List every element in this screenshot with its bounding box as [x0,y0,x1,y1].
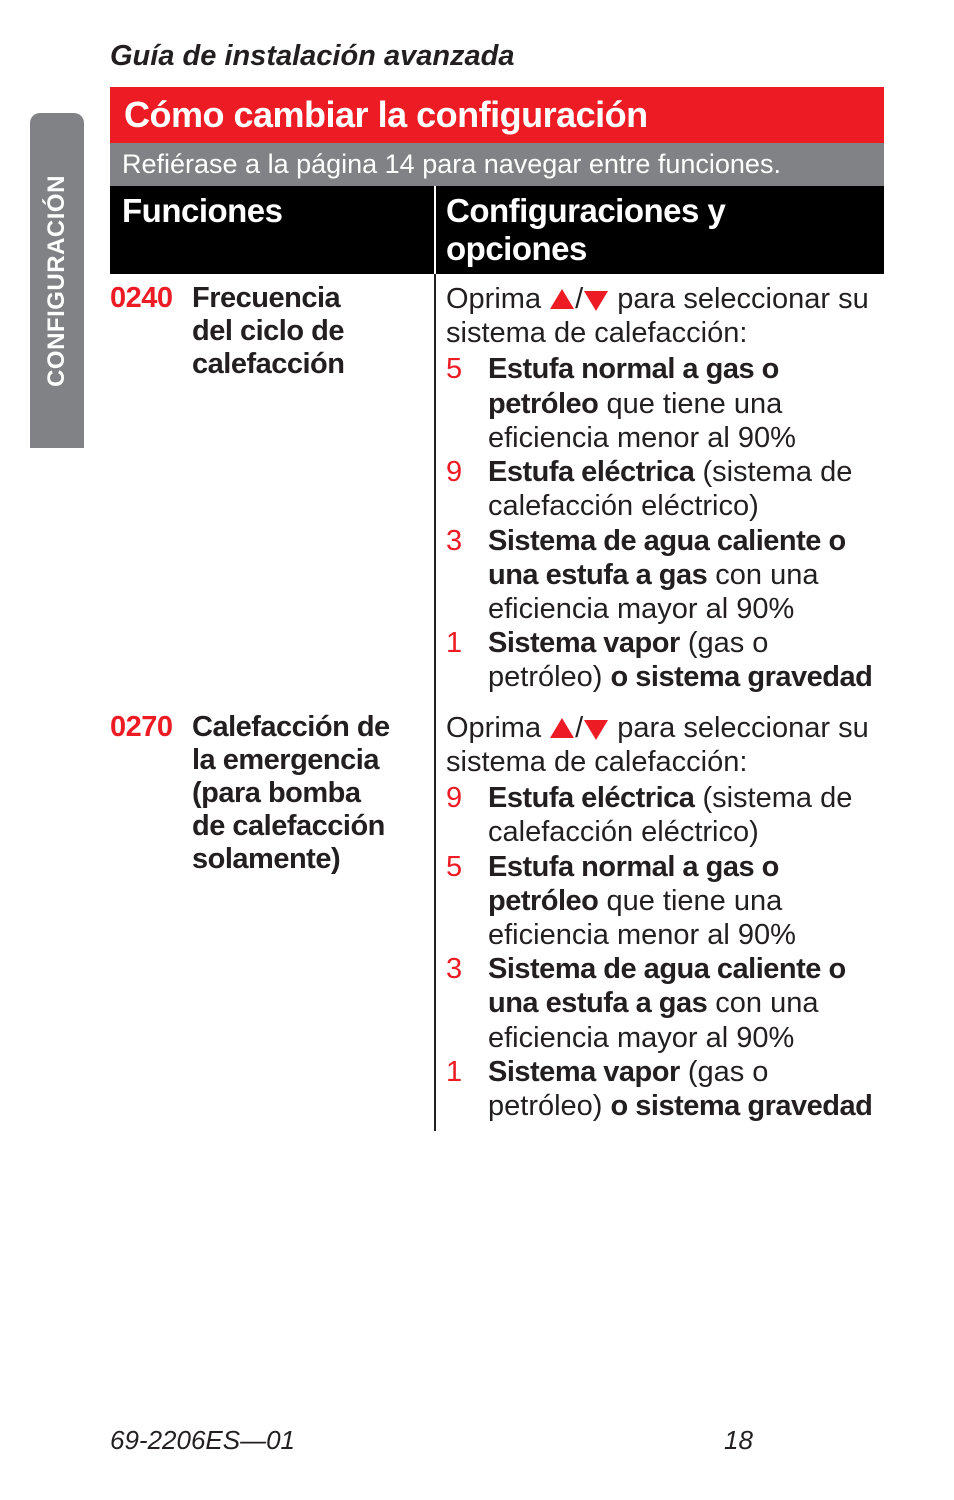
option-number: 3 [446,524,488,627]
fname-line: de calefacción [192,810,385,842]
page-footer: 69-2206ES—01 18 [110,1425,884,1456]
options-cell: Oprima / para seleccionar su sistema de … [436,274,884,703]
option-text: Sistema de agua caliente o una estufa a … [488,952,878,1055]
intro-text: Oprima / para seleccionar su sistema de … [446,282,878,350]
section-banner: Cómo cambiar la configuración [110,87,884,143]
option-number: 1 [446,626,488,694]
intro-text: Oprima / para seleccionar su sistema de … [446,711,878,779]
function-name: Calefacción de la emergencia (para bomba… [192,711,390,1124]
fname-line: la emergencia [192,744,379,776]
option-number: 5 [446,352,488,455]
option-bold2: o sistema gravedad [611,1090,873,1122]
option-text: Estufa normal a gas o petróleo que tiene… [488,850,878,953]
option-bold: Estufa eléctrica [488,456,694,488]
option-bold: Estufa eléctrica [488,782,694,814]
option-item: 9 Estufa eléctrica (sistema de calefacci… [446,781,878,849]
function-cell: 0270 Calefacción de la emergencia (para … [110,703,436,1132]
side-tab-label: CONFIGURACIÓN [43,175,71,387]
fname-line: (para bomba [192,777,361,809]
fname-line: Frecuencia [192,282,340,314]
option-text: Estufa normal a gas o petróleo que tiene… [488,352,878,455]
page-content: Guía de instalación avanzada Cómo cambia… [0,0,954,1171]
function-name: Frecuencia del ciclo de calefacción [192,282,344,695]
intro-before: Oprima [446,283,549,315]
arrow-up-icon [550,289,574,309]
subtitle-bar: Refiérase a la página 14 para navegar en… [110,143,884,186]
options-cell: Oprima / para seleccionar su sistema de … [436,703,884,1132]
option-text: Estufa eléctrica (sistema de calefacción… [488,455,878,523]
option-bold2: o sistema gravedad [611,661,873,693]
option-number: 9 [446,781,488,849]
header-functions: Funciones [110,186,436,274]
function-cell: 0240 Frecuencia del ciclo de calefacción [110,274,436,703]
side-tab: CONFIGURACIÓN [30,113,84,448]
option-number: 9 [446,455,488,523]
option-bold: Sistema vapor [488,627,680,659]
table-row: 0240 Frecuencia del ciclo de calefacción… [110,274,884,703]
function-code: 0240 [110,282,192,695]
option-bold: Sistema vapor [488,1056,680,1088]
fname-line: solamente) [192,843,340,875]
option-number: 1 [446,1055,488,1123]
option-number: 5 [446,850,488,953]
option-item: 1 Sistema vapor (gas o petróleo) o siste… [446,1055,878,1123]
option-text: Sistema vapor (gas o petróleo) o sistema… [488,626,878,694]
arrow-down-icon [584,720,608,740]
option-item: 5 Estufa normal a gas o petróleo que tie… [446,352,878,455]
arrow-down-icon [584,291,608,311]
page-number: 18 [724,1425,884,1456]
doc-number: 69-2206ES—01 [110,1425,724,1456]
fname-line: del ciclo de [192,315,344,347]
table-header: Funciones Configuraciones y opciones [110,186,884,274]
option-text: Estufa eléctrica (sistema de calefacción… [488,781,878,849]
intro-before: Oprima [446,712,549,744]
fname-line: Calefacción de [192,711,390,743]
option-item: 3 Sistema de agua caliente o una estufa … [446,952,878,1055]
fname-line: calefacción [192,348,344,380]
option-text: Sistema de agua caliente o una estufa a … [488,524,878,627]
table-row: 0270 Calefacción de la emergencia (para … [110,703,884,1132]
option-item: 1 Sistema vapor (gas o petróleo) o siste… [446,626,878,694]
option-item: 5 Estufa normal a gas o petróleo que tie… [446,850,878,953]
arrow-up-icon [550,718,574,738]
header-options: Configuraciones y opciones [436,186,884,274]
option-item: 3 Sistema de agua caliente o una estufa … [446,524,878,627]
option-item: 9 Estufa eléctrica (sistema de calefacci… [446,455,878,523]
guide-title: Guía de instalación avanzada [110,40,884,73]
option-number: 3 [446,952,488,1055]
option-text: Sistema vapor (gas o petróleo) o sistema… [488,1055,878,1123]
function-code: 0270 [110,711,192,1124]
